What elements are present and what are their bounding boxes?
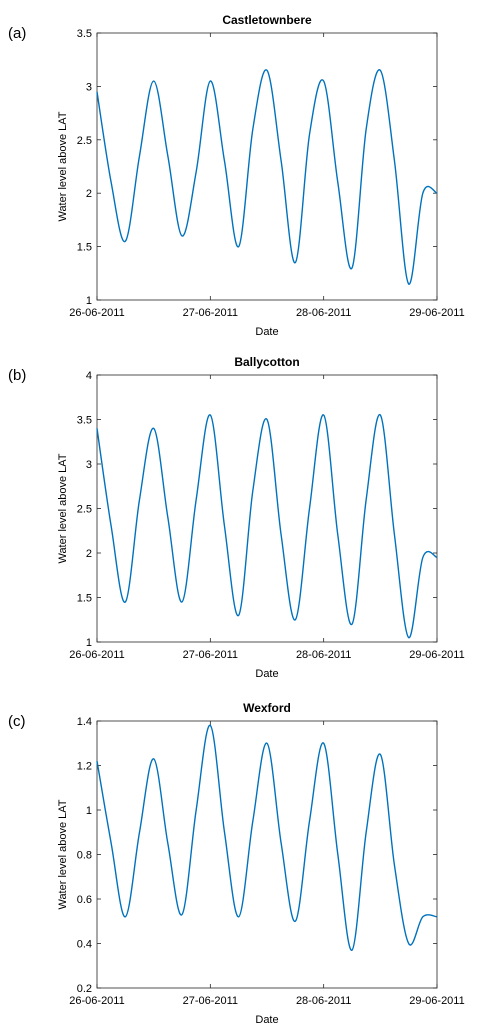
- plot-area-frame: [96, 32, 438, 301]
- y-tick-label: 2: [86, 188, 92, 200]
- x-axis-label: Date: [255, 326, 278, 338]
- chart-panel-3: (c) Wexford 0.2 0.4 0.6 0.8 1 1.2 1.4 26-06-2011 2…: [8, 701, 465, 1025]
- y-axis-label: Water level above LAT: [57, 111, 69, 221]
- y-tick-label: 1.5: [77, 242, 92, 254]
- y-axis-label: Water level above LAT: [57, 453, 69, 563]
- x-tick-label: 28-06-2011: [296, 649, 351, 661]
- series-line: [96, 69, 438, 285]
- x-tick-label: 29-06-2011: [409, 649, 464, 661]
- x-tick-label: 27-06-2011: [183, 649, 238, 661]
- y-tick-label: 1: [86, 637, 92, 649]
- plot-area-frame: [96, 374, 438, 643]
- series-line: [96, 724, 438, 951]
- x-tick-label: 26-06-2011: [69, 995, 124, 1007]
- x-tick-label: 26-06-2011: [69, 307, 124, 319]
- y-tick-label: 2.5: [77, 504, 92, 516]
- chart-panel-2: (b) Ballycotton 1 1.5 2 2.5 3 3.5 4 26-06-2011 27-…: [8, 355, 465, 680]
- y-tick-label: 0.6: [77, 894, 92, 906]
- x-axis-label: Date: [255, 1014, 278, 1025]
- x-tick-label: 27-06-2011: [183, 307, 238, 319]
- x-tick-label: 28-06-2011: [296, 307, 351, 319]
- y-tick-label: 4: [86, 370, 92, 382]
- panel-label: (a): [8, 25, 26, 42]
- chart-panel-1: (a) Castletownbere 1 1.5 2 2.5 3 3.5 26-06-2011 2…: [8, 13, 465, 338]
- x-tick-label: 29-06-2011: [409, 307, 464, 319]
- x-tick-label: 26-06-2011: [69, 649, 124, 661]
- y-tick-label: 1.5: [77, 593, 92, 605]
- y-tick-label: 1: [86, 805, 92, 817]
- series-line: [96, 414, 438, 639]
- y-tick-label: 3.5: [77, 28, 92, 40]
- y-tick-label: 3.5: [77, 415, 92, 427]
- y-tick-label: 2.5: [77, 135, 92, 147]
- x-tick-label: 28-06-2011: [296, 995, 351, 1007]
- x-axis-label: Date: [255, 668, 278, 680]
- y-tick-label: 0.8: [77, 850, 92, 862]
- chart-title: Castletownbere: [222, 13, 312, 27]
- chart-title: Wexford: [243, 701, 291, 715]
- y-tick-label: 3: [86, 459, 92, 471]
- y-tick-label: 0.2: [77, 983, 92, 995]
- y-tick-label: 3: [86, 81, 92, 93]
- y-axis-label: Water level above LAT: [57, 799, 69, 909]
- y-tick-label: 1: [86, 295, 92, 307]
- x-tick-label: 27-06-2011: [183, 995, 238, 1007]
- panel-label: (c): [8, 713, 26, 730]
- y-tick-label: 0.4: [77, 939, 92, 951]
- panel-label: (b): [8, 367, 26, 384]
- plot-area-frame: [96, 720, 438, 989]
- chart-title: Ballycotton: [234, 355, 299, 369]
- y-tick-label: 2: [86, 548, 92, 560]
- y-tick-label: 1.4: [77, 716, 92, 728]
- x-tick-label: 29-06-2011: [409, 995, 464, 1007]
- y-tick-label: 1.2: [77, 761, 92, 773]
